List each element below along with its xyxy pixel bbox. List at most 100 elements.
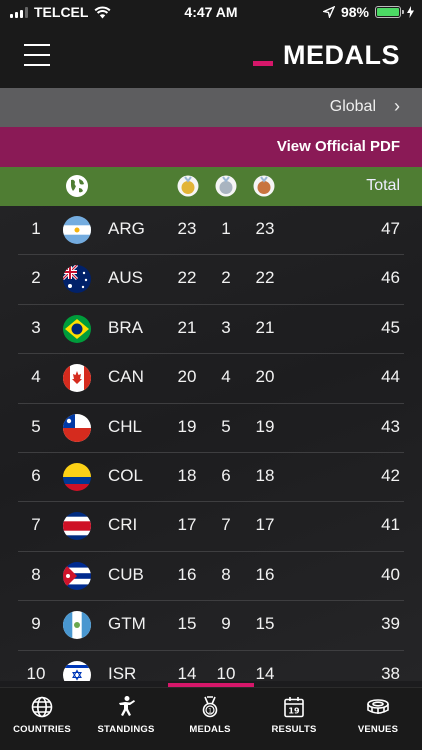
total-count: 42: [381, 466, 400, 485]
rank: 1: [31, 219, 41, 238]
athlete-icon: [119, 696, 135, 716]
view-pdf-label: View Official PDF: [276, 138, 400, 155]
australia-flag-icon: [63, 265, 91, 294]
status-left: TELCEL: [10, 4, 111, 20]
gold-medal-icon: [177, 175, 199, 197]
colombia-flag-icon: [63, 463, 91, 491]
nav-standings[interactable]: STANDINGS: [84, 688, 168, 750]
view-pdf-button[interactable]: View Official PDF: [0, 127, 422, 167]
country-code: COL: [108, 466, 143, 485]
globe-icon: [66, 175, 88, 197]
region-selector[interactable]: Global ›: [0, 88, 422, 127]
hamburger-icon[interactable]: [24, 44, 50, 66]
table-row[interactable]: 4 CAN 20 4 20 44: [0, 354, 422, 404]
total-count: 44: [381, 367, 400, 387]
row-divider: [18, 600, 404, 602]
nav-label: COUNTRIES: [13, 724, 71, 735]
title-wrap: MEDALS: [253, 40, 400, 71]
battery-percent: 98%: [340, 4, 369, 20]
rank: 4: [31, 367, 41, 387]
argentina-flag-icon: [63, 216, 91, 244]
rank: 8: [31, 564, 41, 584]
rank: 6: [31, 466, 41, 485]
region-label: Global: [329, 98, 376, 115]
row-divider: [18, 402, 404, 404]
app-header: MEDALS: [0, 26, 422, 88]
country-code: ARG: [108, 219, 145, 238]
total-count: 38: [381, 663, 400, 681]
table-row[interactable]: 6 COL 18 6 18 42: [0, 453, 422, 503]
country-code: CUB: [108, 564, 144, 584]
bronze-count: 15: [255, 614, 275, 634]
bronze-count: 16: [255, 564, 275, 584]
total-count: 43: [381, 416, 400, 436]
silver-count: 6: [221, 466, 231, 485]
gold-count: 14: [177, 663, 197, 681]
nav-label: VENUES: [357, 724, 399, 735]
rank: 3: [31, 317, 41, 337]
country-code: AUS: [108, 268, 143, 288]
nav-results[interactable]: 19 RESULTS: [252, 688, 336, 750]
gold-count: 21: [177, 317, 197, 337]
bronze-count: 14: [255, 663, 275, 681]
table-row[interactable]: 3 BRA 21 3 21 45: [0, 305, 422, 355]
bronze-count: 23: [255, 219, 275, 238]
table-row[interactable]: 8 CUB 16 8 16 40: [0, 552, 422, 602]
rank: 9: [31, 614, 41, 634]
bronze-count: 17: [255, 515, 275, 535]
table-row[interactable]: 1 ARG 23 1 23 47: [0, 206, 422, 256]
charging-icon: [407, 6, 414, 18]
country-code: GTM: [108, 614, 146, 634]
gold-count: 15: [177, 614, 197, 634]
total-count: 45: [381, 317, 400, 337]
bronze-count: 18: [255, 466, 275, 485]
svg-text:19: 19: [288, 707, 300, 716]
gold-count: 22: [177, 268, 197, 288]
bronze-count: 20: [255, 367, 275, 387]
bronze-count: 19: [255, 416, 275, 436]
gold-count: 17: [177, 515, 197, 535]
silver-medal-icon: [215, 175, 237, 197]
gold-count: 20: [177, 367, 197, 387]
row-divider: [18, 550, 404, 552]
table-row[interactable]: 2 AUS 22 2 22 46: [0, 255, 422, 305]
country-code: CAN: [108, 367, 144, 387]
row-divider: [18, 353, 404, 355]
bottom-nav: COUNTRIES STANDINGS 1 MEDALS 19 RESULTS …: [0, 687, 422, 750]
silver-count: 10: [216, 663, 236, 681]
table-row[interactable]: 10 ISR 14 10 14 38: [0, 651, 422, 681]
gold-count: 23: [177, 219, 197, 238]
rank: 10: [26, 663, 46, 681]
bronze-count: 22: [255, 268, 275, 288]
calendar-icon: 19: [284, 697, 304, 718]
nav-label: MEDALS: [189, 724, 231, 735]
table-row[interactable]: 5 CHL 19 5 19 43: [0, 404, 422, 453]
table-row[interactable]: 7 CRI 17 7 17 41: [0, 502, 422, 552]
country-code: CHL: [108, 416, 143, 436]
silver-count: 2: [221, 268, 231, 288]
silver-count: 7: [221, 515, 231, 535]
total-column-header: Total: [366, 177, 400, 194]
silver-count: 9: [221, 614, 231, 634]
wifi-icon: [94, 5, 111, 18]
gold-count: 19: [177, 416, 197, 436]
nav-countries[interactable]: COUNTRIES: [0, 688, 84, 750]
bronze-medal-icon: [253, 175, 275, 197]
chevron-right-icon: ›: [394, 96, 400, 116]
gold-count: 18: [177, 466, 197, 485]
row-divider: [18, 254, 404, 256]
total-count: 41: [381, 515, 400, 535]
total-count: 40: [381, 564, 400, 584]
status-time: 4:47 AM: [184, 4, 238, 20]
israel-flag-icon: [63, 660, 91, 681]
silver-count: 8: [221, 564, 231, 584]
carrier-name: TELCEL: [34, 4, 89, 20]
total-count: 39: [381, 614, 400, 634]
stadium-icon: [367, 699, 389, 714]
nav-medals[interactable]: 1 MEDALS: [168, 688, 252, 750]
table-row[interactable]: 9 GTM 15 9 15 39: [0, 601, 422, 651]
globe-icon: [31, 696, 53, 718]
nav-venues[interactable]: VENUES: [336, 688, 420, 750]
status-bar: TELCEL 4:47 AM 98%: [0, 0, 422, 26]
country-code: ISR: [108, 663, 137, 681]
